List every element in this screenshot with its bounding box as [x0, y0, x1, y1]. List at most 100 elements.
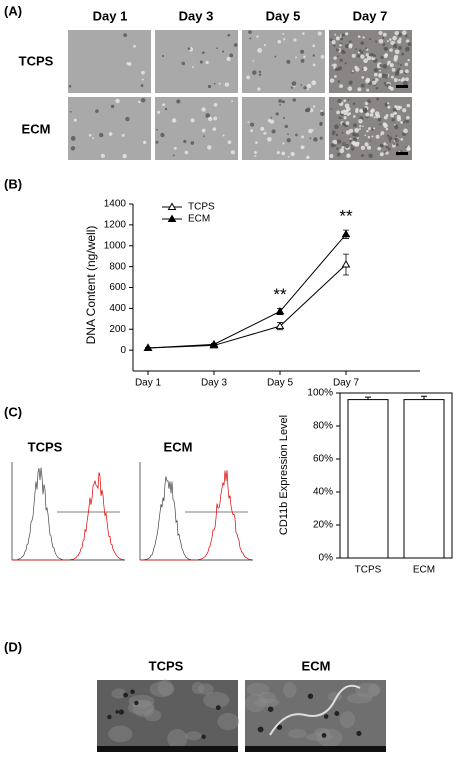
cell: [348, 44, 353, 49]
cell: [377, 146, 381, 151]
cell: [207, 116, 213, 122]
micrograph-bg: [68, 97, 151, 160]
cell: [397, 39, 402, 44]
cell: [348, 80, 353, 85]
cell: [301, 135, 305, 139]
cell: [401, 30, 407, 35]
cell: [192, 65, 195, 69]
cell: [207, 145, 212, 150]
cell: [317, 31, 322, 36]
cell: [306, 155, 310, 160]
annotation: **: [273, 285, 287, 304]
cell: [364, 134, 367, 137]
cell: [253, 151, 257, 154]
cell: [358, 49, 362, 53]
cell-body: [257, 726, 264, 733]
cell: [217, 712, 240, 731]
cell: [190, 118, 195, 123]
cell: [247, 121, 250, 124]
cell: [288, 729, 307, 739]
cell: [352, 132, 356, 137]
cell: [338, 116, 341, 120]
cell: [320, 55, 325, 59]
cell: [283, 38, 286, 41]
cell: [346, 153, 351, 158]
cell: [345, 121, 350, 126]
cell-body: [107, 714, 112, 720]
cell: [336, 37, 339, 39]
histogram-title: TCPS: [28, 439, 63, 454]
cell: [399, 37, 402, 41]
cell: [345, 44, 349, 48]
cell: [396, 114, 401, 120]
legend-label: ECM: [188, 214, 210, 225]
cell: [302, 32, 305, 35]
cell: [333, 56, 337, 60]
cell: [271, 129, 276, 134]
cell: [366, 56, 372, 61]
cell: [334, 33, 337, 36]
cell: [374, 40, 378, 43]
cell: [334, 124, 339, 130]
micrograph: [329, 30, 412, 93]
cell: [303, 86, 307, 90]
cell: [320, 111, 325, 116]
cell: [367, 127, 372, 131]
cell: [319, 123, 323, 127]
micrograph: [242, 30, 325, 93]
cell: [341, 131, 344, 134]
line: [147, 264, 347, 349]
cell: [157, 679, 173, 696]
cell: [260, 126, 265, 131]
cell: [141, 78, 144, 81]
cell: [111, 688, 126, 699]
cell: [95, 109, 99, 113]
sem-image: [97, 680, 238, 752]
cell: [329, 78, 335, 83]
cell: [108, 132, 113, 136]
cell: [365, 53, 369, 57]
y-tick-label: 800: [109, 261, 126, 272]
cell: [306, 83, 312, 89]
cell: [405, 119, 409, 124]
cell: [156, 128, 158, 131]
cell: [190, 141, 195, 145]
cell: [335, 48, 340, 52]
cell: [343, 99, 347, 103]
cell: [246, 75, 251, 80]
scale-bar: [396, 85, 408, 88]
y-tick-label: 600: [109, 282, 126, 293]
cell: [249, 37, 252, 40]
cell: [258, 70, 262, 74]
cell: [397, 62, 400, 65]
cell: [359, 125, 362, 128]
cell: [355, 682, 380, 698]
cell: [357, 35, 361, 39]
cell: [312, 105, 316, 108]
micrograph-bg: [68, 30, 151, 93]
cell: [389, 63, 394, 68]
cell: [171, 118, 177, 123]
cell: [108, 725, 133, 743]
cell: [183, 139, 187, 144]
cell: [257, 87, 261, 91]
cell: [252, 70, 257, 75]
cell: [330, 143, 335, 148]
cell: [394, 124, 399, 130]
cell: [127, 62, 132, 66]
cell: [314, 727, 331, 738]
cell: [138, 100, 141, 104]
cell: [362, 68, 364, 70]
panel-label: (B): [4, 176, 22, 191]
hist-curve: [11, 467, 125, 561]
cell: [339, 43, 342, 47]
cell: [377, 117, 382, 122]
cell: [360, 54, 365, 59]
cell: [141, 70, 145, 75]
column-header: Day 3: [179, 8, 214, 23]
cell: [341, 122, 346, 126]
cell: [351, 141, 354, 145]
cell: [133, 44, 136, 48]
cell: [290, 151, 295, 157]
cell: [392, 43, 398, 49]
